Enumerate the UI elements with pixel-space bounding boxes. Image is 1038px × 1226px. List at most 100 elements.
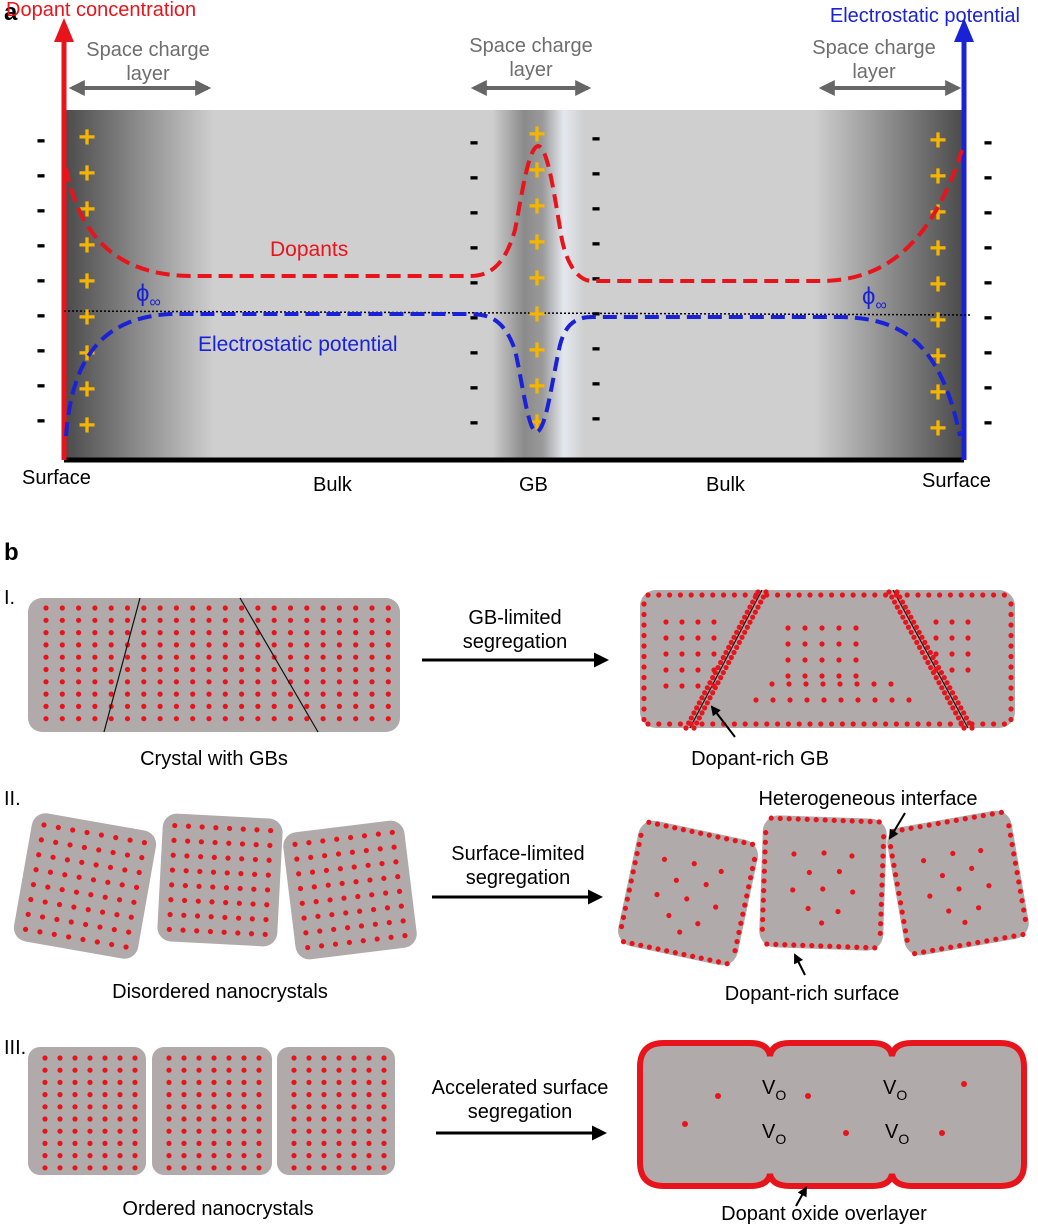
dopant-dot [965, 635, 971, 641]
dopant-dot [166, 1153, 172, 1159]
dopant-dot [728, 639, 734, 645]
dopant-dot [72, 1128, 78, 1134]
nanocrystal-body [887, 810, 1029, 956]
dopant-dot [897, 609, 903, 615]
dopant-dot [87, 1165, 93, 1171]
positive-charge: + [78, 409, 96, 442]
dopant-dot [721, 592, 727, 598]
dopant-dot [132, 1165, 138, 1171]
dopant-dot [226, 825, 233, 832]
dopant-dot [99, 909, 106, 915]
dopant-dot [306, 1165, 312, 1171]
dopant-dot [181, 1153, 187, 1159]
dopant-dot [699, 721, 705, 727]
dopant-dot [758, 599, 764, 605]
dopant-dot [872, 592, 878, 598]
dopant-dot [762, 849, 768, 855]
row-2-arrow-label-1: Surface-limited [451, 843, 584, 865]
dopant-dot [239, 716, 245, 722]
dopant-dot [265, 872, 271, 878]
dopant-dot [266, 857, 272, 863]
dopant-dot [239, 642, 245, 648]
dopant-dot [926, 721, 932, 727]
dopant-dot [304, 703, 310, 710]
positive-charge: + [78, 121, 96, 154]
dopant-dot [802, 673, 808, 679]
dopant-dot [206, 691, 212, 697]
bottom-label-gb: GB [519, 474, 548, 496]
dopant-dot [235, 915, 242, 921]
dopant-dot [381, 1153, 387, 1159]
dopant-dot [42, 1140, 48, 1146]
dopant-dot [655, 946, 661, 952]
dopant-dot [241, 1104, 247, 1110]
dopant-dot [819, 673, 825, 679]
dopant-dot [223, 885, 230, 891]
scl-right-line1: Space charge [812, 37, 935, 59]
dopant-dot [157, 642, 163, 648]
dopant-dot [901, 918, 907, 925]
dopant-dot [695, 635, 701, 641]
segregated-crystal [640, 590, 1015, 728]
dopant-dot [746, 884, 752, 890]
dopant-dot [107, 864, 114, 871]
dopant-dot [72, 1079, 78, 1085]
dopant-dot [369, 691, 375, 697]
dopant-dot [836, 943, 842, 950]
dopant-dot [845, 944, 851, 950]
dopant-dot [710, 690, 716, 696]
negative-charge: - [591, 296, 600, 327]
dopant-dot [843, 1130, 849, 1136]
dopant-dot [117, 1153, 123, 1159]
dopant-dot [715, 834, 721, 840]
scl-mid-line2: layer [509, 59, 553, 81]
dopant-dot [949, 651, 955, 657]
dopant-dot [45, 884, 51, 890]
dopant-dot [334, 836, 340, 842]
negative-charge: - [36, 403, 45, 434]
dopant-dot [337, 866, 343, 872]
dopant-dot [672, 950, 678, 956]
dopant-dot [190, 630, 196, 636]
dopant-dot [389, 829, 395, 836]
dopant-dot [836, 673, 842, 679]
dopant-dot [1020, 931, 1026, 938]
segregated-dopants [641, 589, 1014, 731]
dopant-dot [738, 920, 744, 926]
dopant-dot [66, 934, 72, 940]
dopant-dot [790, 887, 796, 893]
dopant-dot [699, 710, 705, 716]
dopant-dot [786, 681, 792, 687]
surface-pointer [794, 953, 806, 976]
dopant-dot [711, 635, 717, 641]
dopant-dot [962, 919, 968, 925]
dopant-dot [677, 929, 683, 935]
dopant-dot [980, 592, 986, 598]
dopant-dot [677, 721, 684, 727]
dopant-dot [93, 862, 99, 868]
dopant-dot [734, 644, 740, 651]
dopant-dot [254, 827, 260, 833]
dopant-dot [715, 1093, 721, 1099]
dopant-dot [638, 832, 644, 838]
dopant-dot [28, 896, 34, 903]
dopant-dot [1008, 601, 1014, 607]
dopant-dot [803, 681, 809, 687]
dopant-dot [222, 654, 228, 660]
dopant-dot [989, 811, 995, 817]
dopant-dot [43, 691, 49, 697]
dopant-dot [133, 884, 140, 890]
dopant-dot [626, 887, 632, 893]
dopant-dot [946, 908, 952, 914]
dopant-dot [332, 941, 339, 947]
dopant-dot [336, 1067, 342, 1073]
dopant-dot [57, 1165, 63, 1171]
dopant-dot [30, 882, 37, 888]
dopant-dot [628, 878, 634, 884]
negative-charge: - [469, 125, 478, 156]
dopant-dot [271, 617, 277, 623]
nanocrystal-body [283, 820, 417, 960]
dopant-dot [921, 949, 927, 955]
dopant-dot [87, 1092, 93, 1098]
dopant-dot [849, 853, 855, 859]
